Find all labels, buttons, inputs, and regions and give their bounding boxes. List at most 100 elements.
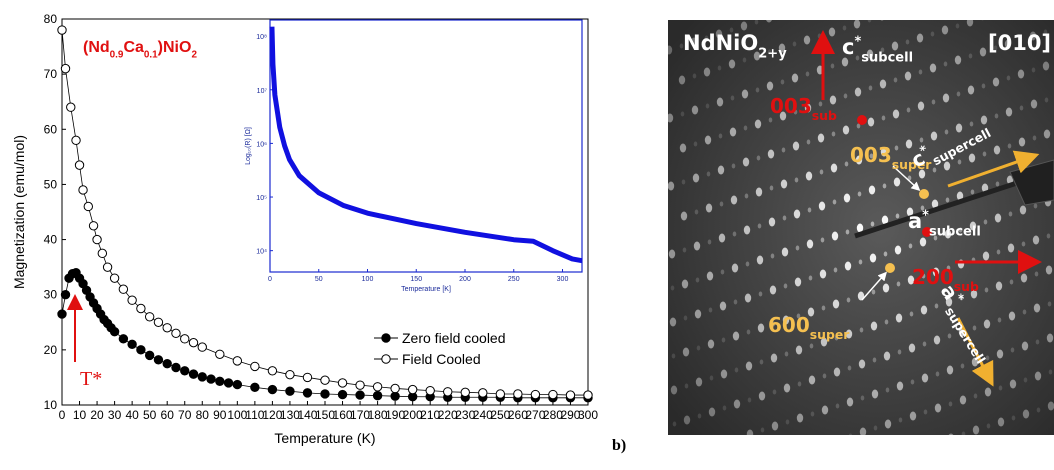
lattice-spot: [678, 8, 684, 17]
lattice-spot: [668, 45, 673, 55]
lattice-spot: [880, 147, 888, 157]
lattice-spot: [719, 201, 724, 207]
lattice-spot: [760, 427, 765, 433]
data-point: [171, 328, 181, 339]
lattice-spot: [704, 35, 709, 41]
y-tick-label: 10: [44, 398, 58, 412]
lattice-spot: [822, 373, 827, 379]
lattice-spot: [671, 353, 676, 359]
data-point: [127, 339, 137, 350]
lattice-spot: [705, 103, 710, 109]
lattice-spot: [692, 73, 697, 79]
lattice-spot: [1008, 211, 1013, 217]
data-point: [565, 390, 576, 400]
data-point: [144, 350, 155, 361]
lattice-spot: [757, 223, 762, 229]
legend-label: Field Cooled: [402, 351, 481, 367]
lattice-spot: [970, 289, 978, 299]
lattice-spot: [879, 79, 887, 89]
lattice-spot: [1022, 409, 1030, 419]
lattice-spot: [933, 235, 938, 241]
label: a*subcell: [908, 209, 981, 240]
x-tick-label: 290: [560, 408, 580, 422]
lattice-spot: [979, 47, 987, 57]
x-tick-label: 240: [473, 408, 493, 422]
label-part: 2+y: [758, 46, 787, 61]
lattice-spot: [755, 87, 760, 93]
lattice-spot: [867, 20, 872, 23]
label-part: super: [810, 327, 850, 342]
lattice-spot: [808, 375, 816, 385]
arrow: [861, 271, 887, 301]
lattice-spot: [906, 207, 914, 217]
lattice-spot: [695, 377, 703, 387]
lattice-spot: [695, 277, 700, 283]
lattice-spot: [858, 259, 863, 265]
lattice-spot: [731, 163, 736, 169]
main-chart: 0 10 20 30 40 50 60 70 80 90 100110120130140150160…: [11, 12, 598, 446]
legend-label: Zero field cooled: [402, 330, 506, 346]
lattice-spot: [1032, 235, 1040, 245]
data-point: [390, 391, 400, 401]
lattice-spot: [833, 367, 841, 377]
lattice-spot: [1031, 67, 1036, 73]
image-labels: NdNiO2+y [010]c*subcell003sub003superc*su…: [683, 31, 1051, 366]
lattice-spot: [807, 307, 815, 317]
lattice-spot: [1047, 401, 1054, 411]
lattice-spot: [767, 49, 772, 55]
lattice-spot: [821, 305, 826, 311]
label-part: 0.1: [144, 50, 158, 61]
x-tick-label: 70: [178, 408, 192, 422]
lattice-spot: [783, 283, 788, 289]
lattice-spot: [896, 281, 901, 287]
lattice-spot: [715, 29, 723, 39]
label-part: 600: [768, 313, 810, 337]
x-tick-label: 40: [125, 408, 139, 422]
label: 003super: [850, 143, 932, 172]
lattice-spot: [706, 171, 711, 177]
label: (Nd0.9Ca0.1)NiO2: [83, 39, 197, 61]
label-part: super: [892, 157, 932, 172]
lattice-spot: [683, 415, 691, 425]
lattice-spot: [771, 321, 776, 327]
label: [010]: [988, 31, 1051, 55]
lattice-spot: [904, 71, 912, 81]
lattice-spot: [1023, 377, 1028, 383]
data-point: [337, 389, 348, 400]
lattice-spot: [709, 375, 714, 381]
lattice-spot: [732, 331, 740, 341]
lattice-spot: [753, 51, 761, 61]
lattice-spot: [716, 97, 724, 107]
lattice-spot: [733, 299, 738, 305]
legend-marker: [381, 333, 391, 343]
lattice-spot: [696, 345, 701, 351]
lattice-spot: [668, 181, 675, 191]
y-tick-label: 50: [44, 177, 58, 191]
data-point: [425, 385, 435, 396]
lattice-spot: [868, 185, 876, 195]
data-point: [407, 384, 418, 395]
lattice-spot: [1019, 105, 1024, 111]
lattice-spot: [945, 297, 953, 307]
lattice-spot: [1005, 107, 1013, 117]
probe: [854, 179, 1021, 239]
lattice-spot: [846, 297, 851, 303]
lattice-spot: [806, 139, 811, 145]
lattice-spot: [746, 429, 754, 435]
lattice-spot: [756, 255, 764, 265]
lattice-spot: [1048, 369, 1053, 375]
lattice-spot: [1033, 203, 1038, 209]
lattice-spot: [920, 305, 928, 315]
lattice-spot: [728, 59, 736, 69]
x-axis-label: Temperature [K]: [401, 286, 451, 293]
x-tick-label: 130: [280, 408, 300, 422]
lattice-spot: [794, 177, 799, 183]
lattice-spot: [758, 291, 763, 297]
x-tick-label: 50: [315, 276, 323, 283]
lattice-spot: [968, 53, 973, 59]
x-tick-label: 250: [508, 276, 520, 283]
lattice-spot: [996, 349, 1004, 359]
lattice-spot: [831, 131, 836, 137]
label: 600super: [768, 313, 850, 342]
lattice-spot: [845, 229, 850, 235]
